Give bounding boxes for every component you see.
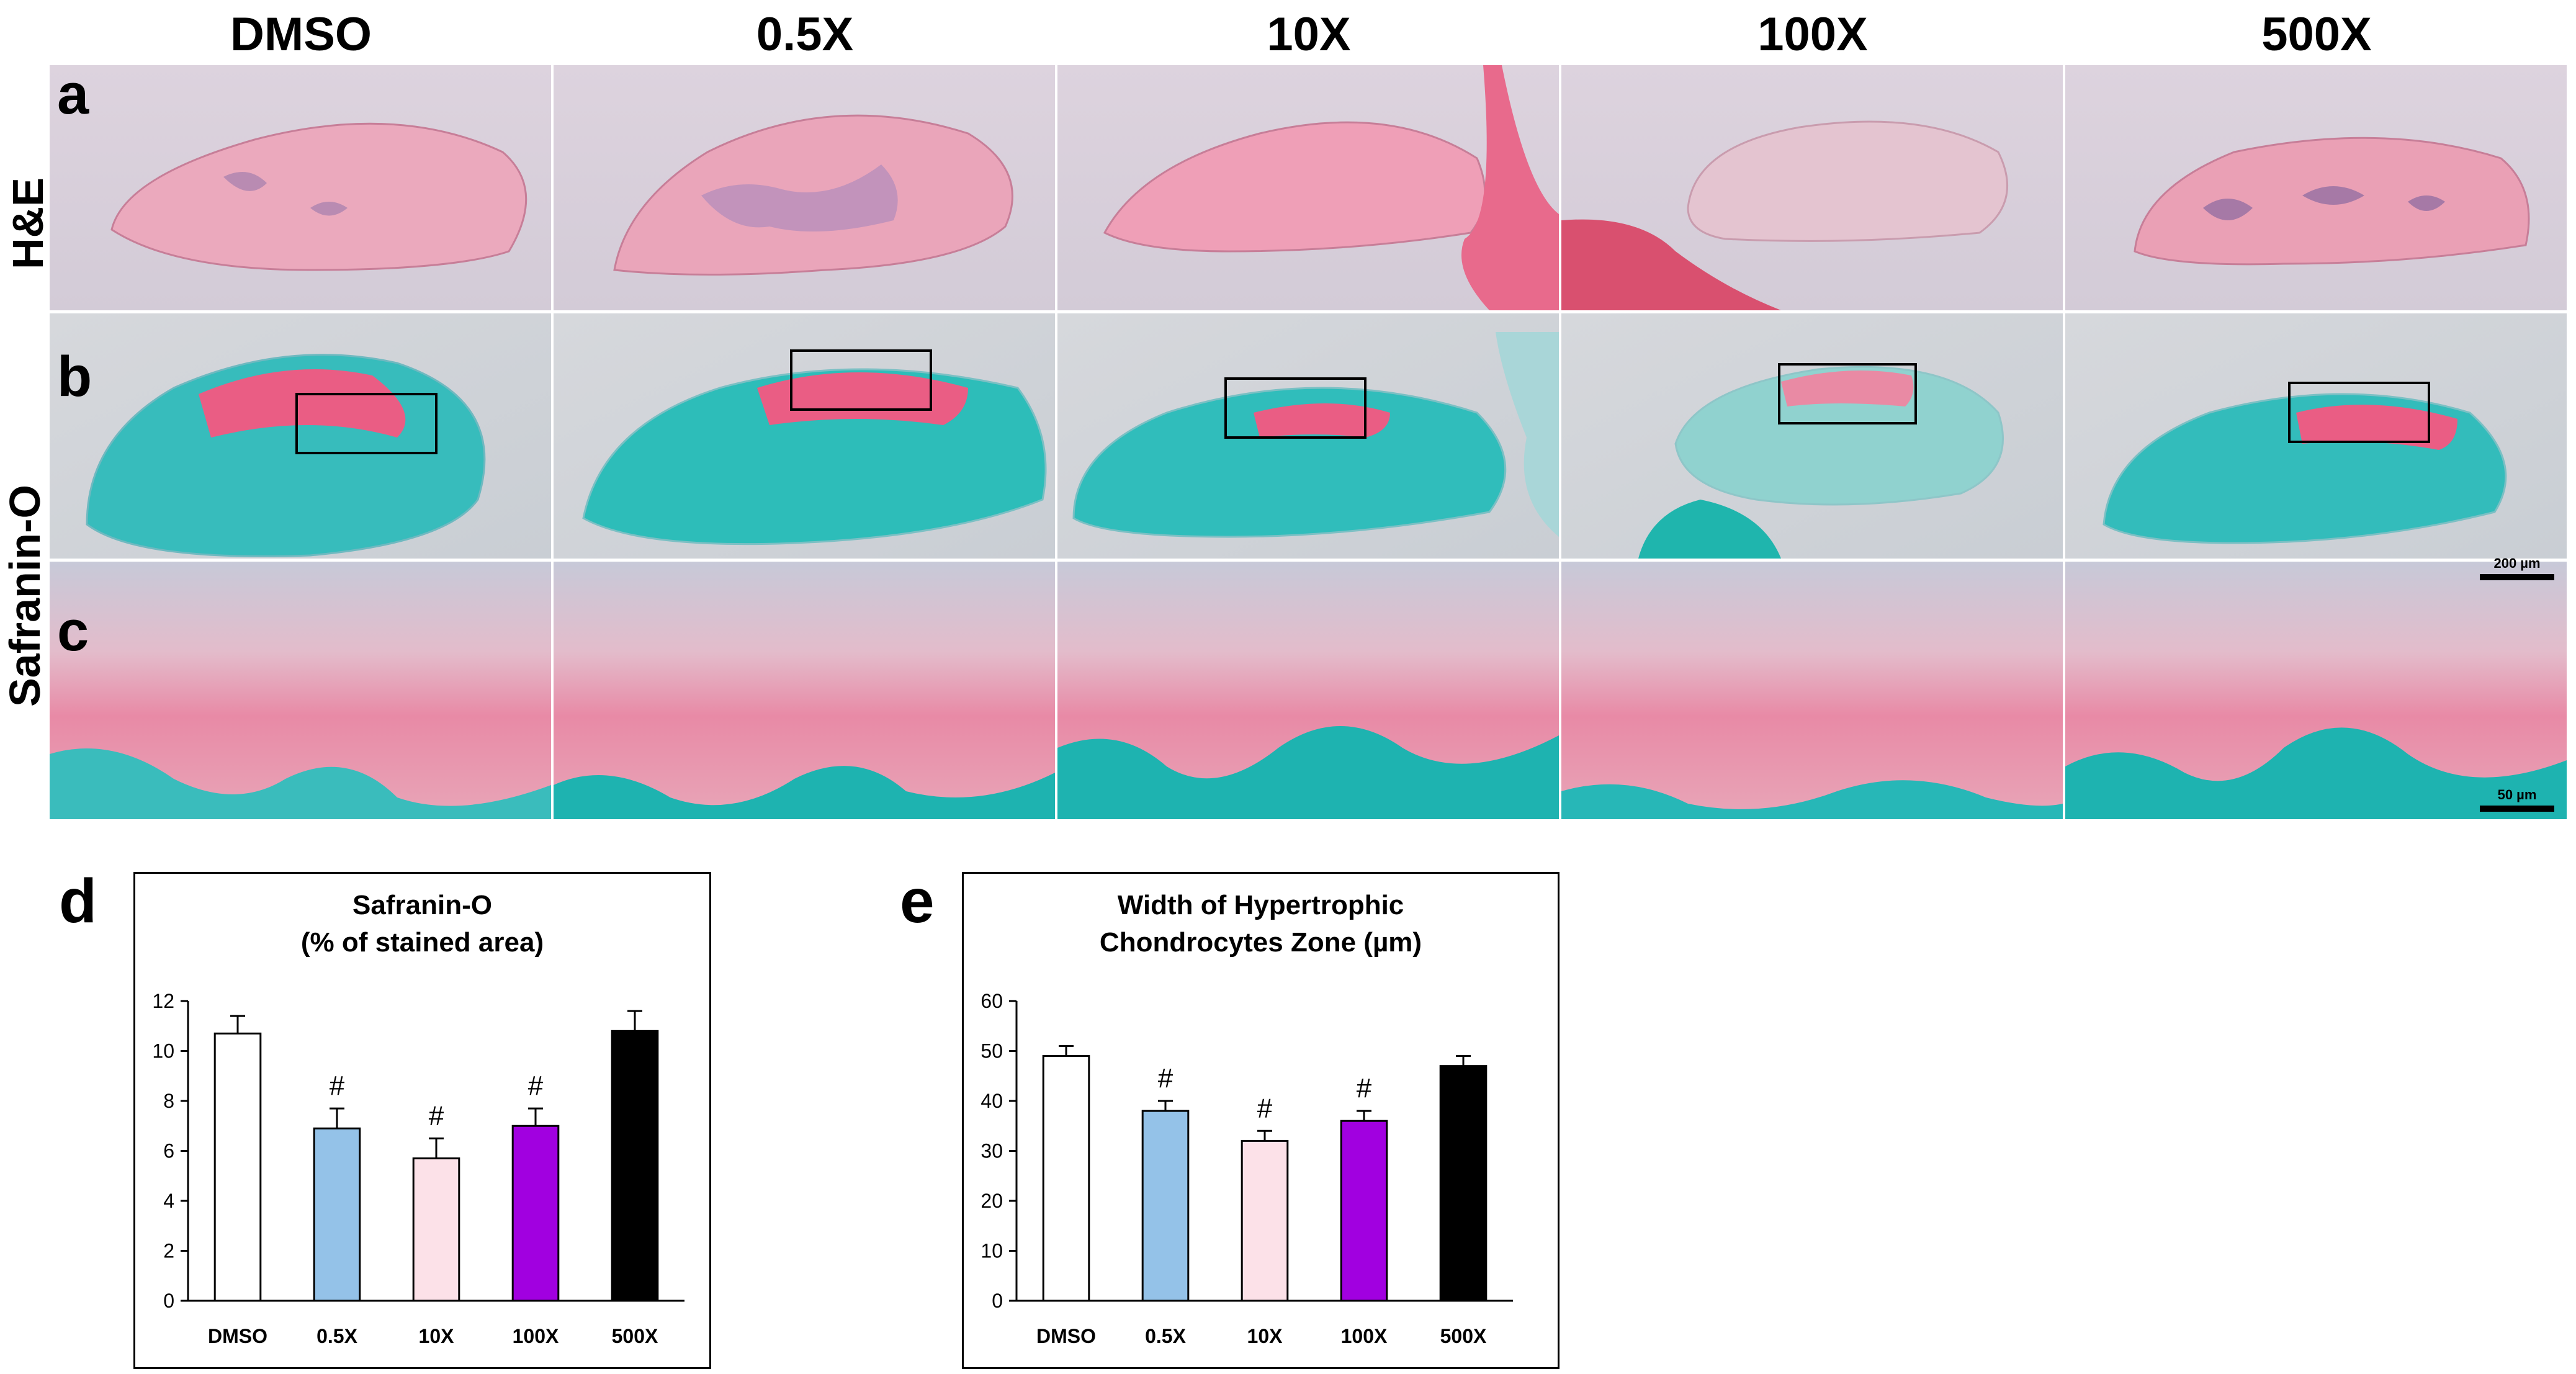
x-tick-label: DMSO [1036,1325,1096,1347]
x-tick-label: 10X [1247,1325,1283,1347]
row-c-safranin-zoom-images [50,562,2567,819]
significance-mark: # [429,1100,444,1131]
chart-e-plot: 0 10 20 30 40 50 60 DMSO #0.5X #10X #100X 500X [981,990,1513,1347]
row-label-he: H&E [4,177,52,269]
x-tick-label: 10X [419,1325,455,1347]
micrograph-grid [50,65,2567,819]
y-tick-label: 4 [163,1190,174,1212]
column-header-10x: 10X [1267,8,1351,61]
bar [611,1030,659,1302]
y-tick-label: 0 [163,1290,174,1312]
panel-letter-a: a [57,63,89,126]
column-header-0-5x: 0.5X [756,8,854,61]
y-tick-label: 0 [992,1290,1003,1312]
column-header-100x: 100X [1757,8,1868,61]
panel-letter-e: e [900,866,935,936]
chart-d-subtitle: (% of stained area) [300,927,544,958]
chart-d-frame: Safranin-O (% of stained area) 0 2 4 6 8 10 12… [133,872,711,1369]
row-label-safranin-o: Safranin-O [1,485,49,707]
bar [511,1125,560,1302]
x-tick-label: 500X [1440,1325,1487,1347]
row-a-he-images [50,65,2567,310]
significance-mark: # [1158,1063,1174,1093]
x-tick-label: 0.5X [1145,1325,1186,1347]
bar [1141,1110,1190,1302]
scale-bar-label: 50 µm [2497,787,2537,802]
y-tick-label: 12 [152,990,174,1012]
column-header-500x: 500X [2261,8,2372,61]
y-tick-label: 10 [152,1040,174,1062]
y-tick-label: 8 [163,1090,174,1112]
bar [213,1032,262,1302]
significance-mark: # [1257,1093,1273,1123]
chart-e-subtitle: Chondrocytes Zone (µm) [1099,927,1422,958]
y-tick-label: 6 [163,1140,174,1162]
scale-bar-label: 200 µm [2493,555,2541,571]
bar [1340,1120,1388,1302]
y-tick-label: 60 [981,990,1003,1012]
chart-d-title: Safranin-O [352,890,492,920]
column-header-dmso: DMSO [230,8,372,61]
chart-e-title: Width of Hypertrophic [1117,890,1404,920]
panel-letter-b: b [57,345,92,408]
significance-mark: # [330,1071,345,1101]
significance-mark: # [528,1071,544,1101]
bar [1042,1055,1090,1302]
x-tick-label: DMSO [208,1325,267,1347]
row-b-safranin-images [50,313,2567,559]
x-tick-label: 100X [1341,1325,1388,1347]
y-tick-label: 10 [981,1240,1003,1262]
chart-d-plot: 0 2 4 6 8 10 12 DMSO #0.5X #10X #100X 500X [152,990,684,1347]
scale-bar-50um: 50 µm [2480,787,2554,812]
y-tick-label: 50 [981,1040,1003,1062]
y-tick-label: 40 [981,1090,1003,1112]
bar [1241,1139,1289,1302]
x-tick-label: 100X [513,1325,559,1347]
y-tick-label: 20 [981,1190,1003,1212]
y-tick-label: 2 [163,1240,174,1262]
bar [313,1127,361,1302]
significance-mark: # [1357,1073,1372,1103]
bar [412,1157,460,1302]
scale-bar-line [2480,806,2554,812]
bar [1439,1065,1488,1302]
chart-e-frame: Width of Hypertrophic Chondrocytes Zone … [962,872,1560,1369]
scale-bar-200um: 200 µm [2480,555,2554,580]
y-tick-label: 30 [981,1140,1003,1162]
panel-letter-c: c [57,599,89,663]
panel-letter-d: d [59,866,97,936]
x-tick-label: 500X [612,1325,658,1347]
scale-bar-line [2480,574,2554,580]
x-tick-label: 0.5X [316,1325,357,1347]
